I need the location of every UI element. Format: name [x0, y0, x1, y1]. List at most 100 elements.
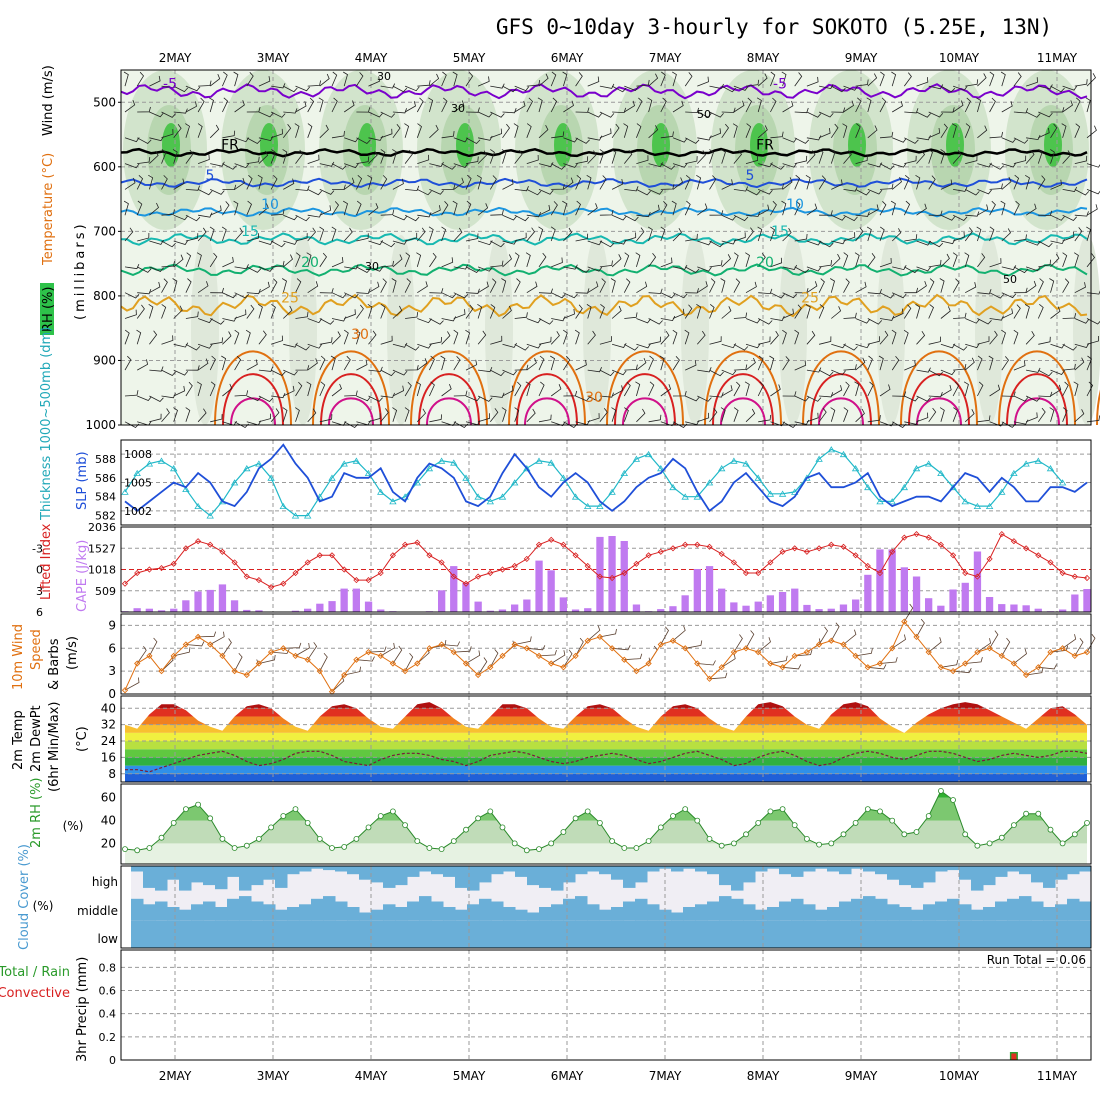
lifted-index-marker — [438, 559, 445, 566]
wind-barb — [989, 131, 1003, 139]
wind10m-marker — [1047, 648, 1054, 656]
cloud-high-block — [323, 866, 336, 871]
wind-barb — [429, 73, 440, 87]
wind-barb — [720, 149, 726, 164]
rh2m-marker — [816, 841, 822, 848]
cloud-high-block — [407, 866, 420, 877]
wind10m-barb — [441, 641, 461, 647]
rh2m-marker — [694, 817, 701, 824]
wind-barb — [720, 278, 726, 293]
thickness-marker — [924, 460, 933, 467]
wind-barb — [124, 227, 134, 242]
wind-barb — [161, 175, 168, 190]
wind10m-barb — [356, 656, 375, 662]
wind-barb — [794, 329, 800, 345]
wind-barb — [770, 384, 781, 397]
wind-barb — [441, 184, 456, 190]
wind-barb — [429, 414, 442, 423]
wind-barb — [526, 154, 539, 164]
cloud-cover-blocks — [131, 866, 1092, 948]
temperature-color-bands — [125, 702, 1087, 782]
cloud-middle-block — [611, 907, 624, 921]
wind-barb — [660, 201, 668, 216]
wind10m-barb — [234, 652, 243, 672]
cloud-high-block — [347, 866, 360, 875]
cape-bar — [620, 541, 628, 612]
wind-barb — [330, 355, 336, 371]
wind-barb — [928, 240, 944, 248]
wind-barb — [904, 108, 919, 114]
cloud-low-block — [767, 920, 780, 948]
cloud-high-block — [419, 866, 432, 872]
wind-barb — [685, 360, 697, 371]
wind-barb — [733, 278, 741, 293]
wind-barb — [295, 407, 300, 422]
top-date-label: 6MAY — [551, 51, 584, 65]
cloud-high-block — [1079, 866, 1092, 872]
wind-barb — [489, 149, 495, 164]
cloud-middle-block — [215, 907, 228, 921]
wind-barb — [709, 407, 718, 423]
wind-barb — [660, 131, 674, 139]
wind-barb — [416, 123, 422, 138]
wind-barb — [490, 128, 503, 139]
cloud-high-block — [131, 866, 144, 872]
wind-barb — [843, 278, 850, 293]
thickness-marker — [535, 457, 543, 464]
wind-barb — [891, 177, 902, 190]
wind-barb — [149, 75, 161, 87]
wind-barb — [805, 174, 811, 190]
cape-bar — [1034, 608, 1042, 612]
wind-barb — [879, 257, 892, 268]
wind-barb — [392, 108, 407, 114]
cape-bar — [584, 608, 592, 612]
wind-barb — [770, 257, 783, 268]
top-date-label: 2MAY — [159, 51, 192, 65]
wind-barb — [952, 343, 968, 351]
cloud-high-block — [515, 866, 528, 877]
chart-title: GFS 0~10day 3-hourly for SOKOTO (5.25E, … — [496, 15, 1052, 39]
cape-bar — [511, 604, 519, 612]
wind-barb — [660, 384, 672, 397]
wind-barb — [356, 174, 363, 190]
wind-barb — [489, 408, 499, 423]
cape-bar — [316, 603, 324, 612]
warm-isotherm-arch — [516, 373, 578, 426]
wind-barb — [916, 150, 926, 164]
wind-barb — [258, 366, 274, 372]
cape-bar — [218, 584, 227, 612]
wind-barb — [685, 233, 698, 242]
wind-barb — [417, 358, 428, 371]
wind-barb — [989, 384, 1001, 397]
wind-barb — [770, 163, 785, 170]
wind-barb — [867, 355, 873, 371]
wind-barb — [965, 211, 980, 217]
rh2m-marker — [1035, 810, 1042, 817]
wind-barb — [733, 252, 739, 268]
wind-barb — [258, 266, 274, 272]
wind-barb — [733, 85, 749, 91]
wind-barb — [246, 359, 258, 371]
wind-barb — [124, 100, 136, 113]
wind-barb — [234, 309, 247, 319]
wind10m-marker — [913, 633, 920, 641]
wind-barb — [283, 385, 295, 397]
wind-barb — [890, 200, 896, 216]
wind-barb — [940, 384, 952, 397]
wind-barb — [989, 421, 1005, 427]
cloud-high-block — [371, 866, 384, 883]
wind-barb — [490, 369, 505, 377]
wind10m-barb — [380, 642, 395, 657]
wind-barb — [854, 381, 860, 397]
cloud-low-block — [383, 920, 396, 948]
wind10m-marker — [292, 652, 299, 660]
wind-barb — [939, 407, 945, 422]
rh2m-marker — [426, 845, 433, 851]
pressure-tick-label: 600 — [93, 160, 116, 174]
wind-barb — [514, 381, 522, 397]
cloud-high-block — [263, 866, 276, 880]
wind-barb — [441, 201, 449, 216]
wind-barb — [331, 331, 341, 345]
